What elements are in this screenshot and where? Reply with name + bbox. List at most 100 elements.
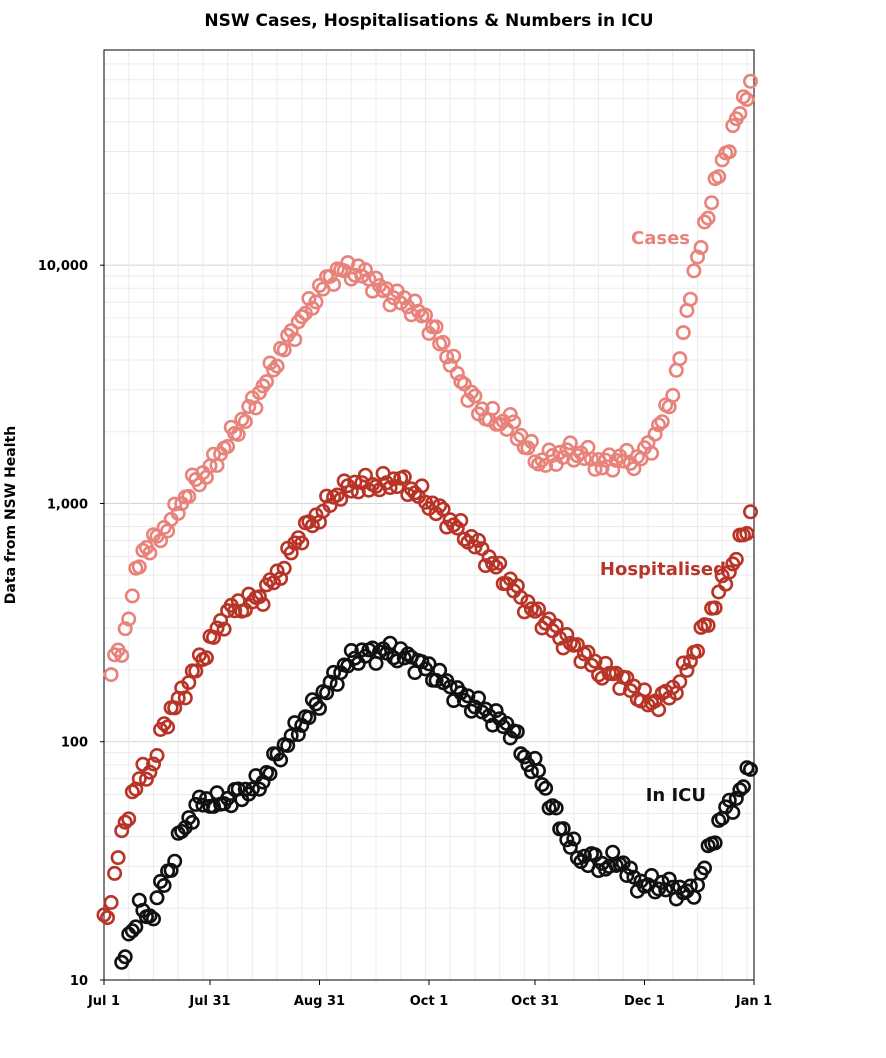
cases-point xyxy=(368,270,384,286)
cases-point xyxy=(124,588,140,604)
cases-point xyxy=(732,106,748,122)
cases-point xyxy=(230,426,246,442)
hospitalised-point xyxy=(251,589,267,605)
data-points xyxy=(96,73,758,970)
in-icu-point xyxy=(470,690,486,706)
cases-point xyxy=(326,276,342,292)
in-icu-point xyxy=(538,780,554,796)
hospitalised-point xyxy=(276,560,292,576)
hospitalised-point xyxy=(350,484,366,500)
in-icu-point xyxy=(735,779,751,795)
in-icu-point xyxy=(619,867,635,883)
hospitalised-point xyxy=(149,747,165,763)
cases-point xyxy=(287,332,303,348)
hospitalised-point xyxy=(206,629,222,645)
hospitalised-point xyxy=(414,478,430,494)
y-tick-label: 100 xyxy=(61,736,88,751)
hospitalised-point xyxy=(679,662,695,678)
in-icu-point xyxy=(742,761,758,777)
in-icu-point xyxy=(414,654,430,670)
cases-point xyxy=(311,277,327,293)
cases-point xyxy=(456,376,472,392)
cases-point xyxy=(696,214,712,230)
cases-point xyxy=(545,447,561,463)
in-icu-point xyxy=(644,867,660,883)
y-tick-label: 10,000 xyxy=(38,259,88,274)
hospitalised-point xyxy=(396,469,412,485)
in-icu-point xyxy=(371,644,387,660)
cases-point xyxy=(135,542,151,558)
hospitalised-point xyxy=(714,568,730,584)
cases-point xyxy=(693,240,709,256)
hospitalised-point xyxy=(485,555,501,571)
in-icu-point xyxy=(386,650,402,666)
x-tick-label: Oct 31 xyxy=(511,994,559,1009)
hospitalised-point xyxy=(569,637,585,653)
hospitalised-point xyxy=(117,814,133,830)
in-icu-point xyxy=(142,908,158,924)
cases-point xyxy=(121,611,137,627)
cases-point xyxy=(294,309,310,325)
in-icu-point xyxy=(421,656,437,672)
cases-point xyxy=(467,388,483,404)
hospitalised-point xyxy=(559,626,575,642)
in-icu-point xyxy=(530,763,546,779)
in-icu-point xyxy=(516,749,532,765)
in-icu-point xyxy=(696,860,712,876)
hospitalised-point xyxy=(357,467,373,483)
hospitalised-point xyxy=(100,910,116,926)
cases-point xyxy=(523,433,539,449)
in-icu-point xyxy=(191,789,207,805)
cases-point xyxy=(167,496,183,512)
cases-point xyxy=(675,325,691,341)
hospitalised-point xyxy=(114,823,130,839)
in-icu-point xyxy=(474,704,490,720)
hospitalised-point xyxy=(255,596,271,612)
in-icu-point xyxy=(647,884,663,900)
cases-point xyxy=(308,294,324,310)
in-icu-point xyxy=(251,781,267,797)
hospitalised-point xyxy=(470,532,486,548)
in-icu-point xyxy=(513,746,529,762)
cases-point xyxy=(463,384,479,400)
cases-point xyxy=(220,438,236,454)
hospitalised-point xyxy=(651,702,667,718)
hospitalised-point xyxy=(693,619,709,635)
cases-point xyxy=(237,414,253,430)
hospitalised-point xyxy=(386,471,402,487)
y-tick-label: 1,000 xyxy=(47,497,88,512)
hospitalised-point xyxy=(530,601,546,617)
cases-point xyxy=(739,91,755,107)
cases-point xyxy=(672,351,688,367)
hospitalised-point xyxy=(121,811,137,827)
in-icu-point xyxy=(301,710,317,726)
in-icu-point xyxy=(509,724,525,740)
hospitalised-point xyxy=(435,501,451,517)
in-icu-point xyxy=(343,642,359,658)
in-icu-point xyxy=(523,764,539,780)
hospitalised-point xyxy=(209,620,225,636)
cases-point xyxy=(131,559,147,575)
hospitalised-point xyxy=(103,894,119,910)
cases-point xyxy=(689,249,705,265)
hospitalised-label: Hospitalised xyxy=(600,559,726,580)
cases-point xyxy=(742,73,758,89)
in-icu-point xyxy=(534,777,550,793)
hospitalised-point xyxy=(343,483,359,499)
cases-point xyxy=(446,348,462,364)
cases-point xyxy=(435,334,451,350)
in-icu-point xyxy=(566,831,582,847)
cases-point xyxy=(647,426,663,442)
cases-point xyxy=(276,342,292,358)
in-icu-point xyxy=(488,703,504,719)
in-icu-point xyxy=(117,949,133,965)
cases-point xyxy=(711,169,727,185)
cases-point xyxy=(502,406,518,422)
in-icu-point xyxy=(562,839,578,855)
x-tick-label: Jul 1 xyxy=(87,994,120,1009)
cases-point xyxy=(569,448,585,464)
cases-point xyxy=(283,323,299,339)
in-icu-label: In ICU xyxy=(646,785,706,806)
hospitalised-point xyxy=(728,551,744,567)
cases-point xyxy=(665,387,681,403)
